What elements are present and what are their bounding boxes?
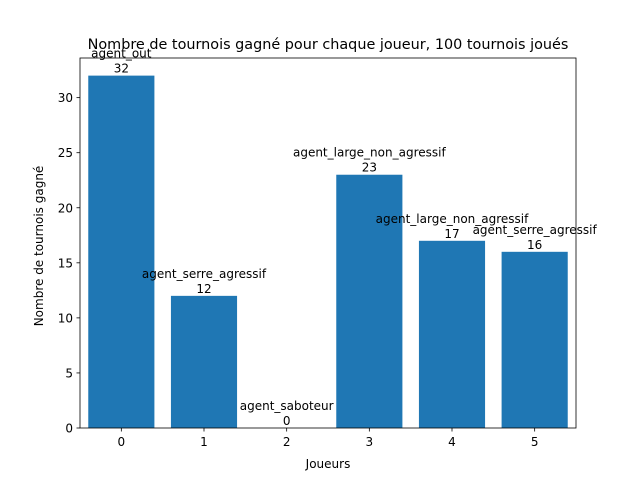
x-axis: 0 1 2 3 4 5	[118, 428, 539, 449]
bar-labels-group: 32agent_out12agent_serre_agressif0agent_…	[91, 47, 597, 428]
bar-value-label-2: 0	[283, 414, 291, 428]
bar-name-label-2: agent_saboteur	[240, 399, 334, 413]
y-tick-label-4: 20	[58, 201, 73, 215]
bar-name-label-5: agent_serre_agressif	[473, 223, 598, 237]
y-tick-label-1: 5	[65, 366, 73, 380]
bar-3	[336, 174, 403, 428]
x-tick-label-0: 0	[118, 435, 126, 449]
bars-group	[88, 75, 568, 428]
y-tick-label-5: 25	[58, 146, 73, 160]
bar-name-label-3: agent_large_non_agressif	[293, 146, 446, 160]
x-tick-label-3: 3	[366, 435, 374, 449]
y-tick-label-3: 15	[58, 256, 73, 270]
x-tick-label-5: 5	[531, 435, 539, 449]
bar-value-label-4: 17	[444, 227, 459, 241]
y-tick-label-0: 0	[65, 422, 73, 436]
bar-value-label-1: 12	[196, 282, 211, 296]
x-axis-label: Joueurs	[305, 457, 351, 471]
bar-0	[88, 75, 155, 428]
bar-value-label-5: 16	[527, 238, 542, 252]
bar-name-label-0: agent_out	[91, 47, 152, 61]
plot-frame	[79, 57, 577, 429]
x-tick-label-4: 4	[448, 435, 456, 449]
y-tick-label-2: 10	[58, 311, 73, 325]
y-tick-label-6: 30	[58, 91, 73, 105]
bar-value-label-3: 23	[362, 161, 377, 175]
bar-5	[501, 251, 568, 428]
bar-value-label-0: 32	[114, 62, 129, 76]
bar-name-label-1: agent_serre_agressif	[142, 267, 267, 281]
bar-1	[170, 295, 238, 428]
x-tick-label-2: 2	[283, 435, 291, 449]
chart-title: Nombre de tournois gagné pour chaque jou…	[88, 37, 569, 53]
y-axis: 0 5 10 15 20 25 30	[58, 91, 80, 436]
bar-4	[418, 240, 486, 428]
bar-name-label-4: agent_large_non_agressif	[376, 212, 529, 226]
y-axis-label: Nombre de tournois gagné	[32, 166, 46, 327]
x-tick-label-1: 1	[200, 435, 208, 449]
